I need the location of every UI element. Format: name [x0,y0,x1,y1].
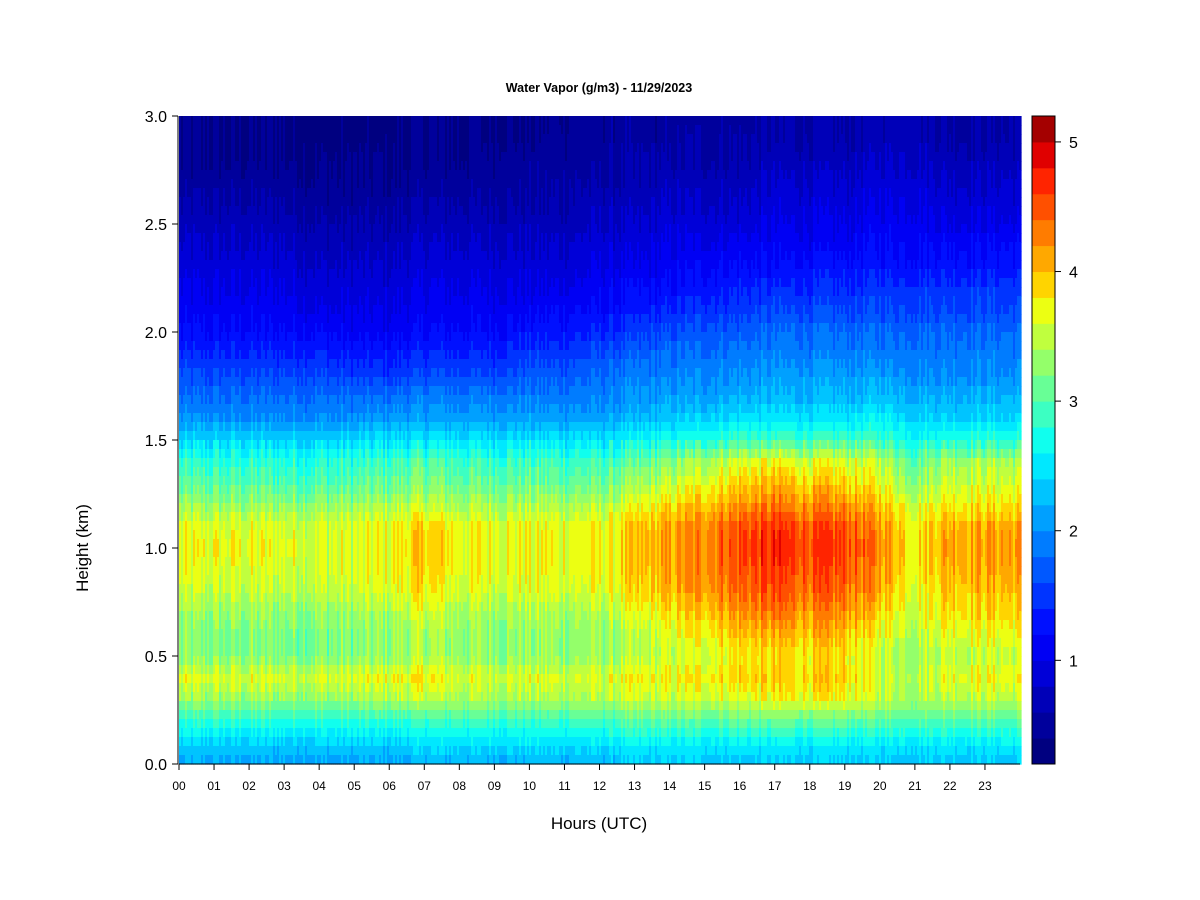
heatmap-plot-area [179,116,1022,765]
chart-title: Water Vapor (g/m3) - 11/29/2023 [506,81,692,95]
